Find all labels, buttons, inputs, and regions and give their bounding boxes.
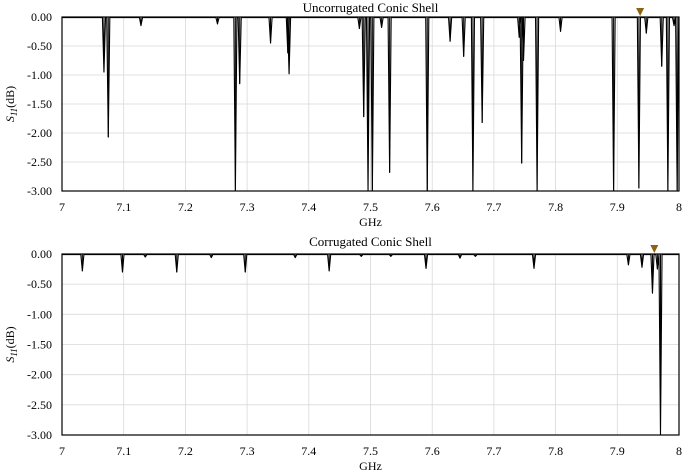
x-tick-label: 7.4	[301, 444, 316, 458]
y-tick-label: -0.50	[27, 277, 52, 291]
y-tick-label: -1.00	[27, 307, 52, 321]
x-tick-label: 7.3	[240, 444, 255, 458]
x-tick-label: 7.8	[548, 444, 563, 458]
x-tick-label: 7.6	[425, 200, 440, 214]
chart-title: Uncorrugated Conic Shell	[303, 0, 439, 15]
x-tick-label: 7	[59, 200, 65, 214]
x-axis-label: GHz	[359, 459, 382, 472]
y-tick-label: -2.50	[27, 155, 52, 169]
peak-marker	[650, 245, 659, 253]
y-tick-label: -2.50	[27, 398, 52, 412]
chart-panel-1: Uncorrugated Conic Shell 7 7.1 7.2 7.3 7.4 7.5…	[3, 0, 682, 229]
chart-panel-2: Corrugated Conic Shell 7 7.1 7.2 7.3 7.4 7.5 7.…	[3, 234, 682, 472]
y-tick-label: 0.00	[31, 247, 52, 261]
x-tick-label: 7.5	[363, 200, 378, 214]
x-tick-label: 7.1	[116, 200, 131, 214]
y-axis-label-unit: (dB)	[3, 86, 17, 108]
x-tick-label: 7.8	[548, 200, 563, 214]
x-tick-label: 7.1	[116, 444, 131, 458]
y-tick-label: -1.00	[27, 68, 52, 82]
y-axis-label: S11(dB)	[3, 86, 19, 122]
x-tick-label: 7.9	[610, 200, 625, 214]
x-tick-label: 7.7	[486, 444, 501, 458]
x-tick-label: 7.7	[486, 200, 501, 214]
y-tick-label: -3.00	[27, 184, 52, 198]
plot-frame	[61, 16, 680, 192]
chart-title: Corrugated Conic Shell	[309, 234, 432, 249]
y-axis-label-symbol: S	[3, 357, 17, 363]
y-axis-label-unit: (dB)	[3, 326, 17, 348]
x-tick-label: 7.6	[425, 444, 440, 458]
plot-frame	[61, 253, 680, 436]
x-tick-label: 7.2	[178, 200, 193, 214]
s11-trace	[62, 254, 679, 436]
y-tick-label: -1.50	[27, 97, 52, 111]
y-tick-label: -0.50	[27, 39, 52, 53]
x-tick-label: 7.2	[178, 444, 193, 458]
x-tick-label: 7	[59, 444, 65, 458]
x-tick-label: 8	[676, 444, 682, 458]
x-tick-label: 7.4	[301, 200, 316, 214]
y-axis-label: S11(dB)	[3, 326, 19, 362]
y-axis-label-subscript: 11	[9, 348, 19, 356]
y-axis-label-symbol: S	[3, 116, 17, 122]
x-tick-label: 7.3	[240, 200, 255, 214]
y-tick-label: -2.00	[27, 368, 52, 382]
x-tick-label: 8	[676, 200, 682, 214]
x-axis-label: GHz	[359, 215, 382, 229]
y-tick-label: 0.00	[31, 10, 52, 24]
y-tick-label: -3.00	[27, 428, 52, 442]
y-tick-label: -1.50	[27, 338, 52, 352]
peak-marker	[636, 8, 645, 16]
y-axis-label-subscript: 11	[9, 108, 19, 116]
x-tick-label: 7.9	[610, 444, 625, 458]
y-tick-label: -2.00	[27, 126, 52, 140]
x-tick-label: 7.5	[363, 444, 378, 458]
